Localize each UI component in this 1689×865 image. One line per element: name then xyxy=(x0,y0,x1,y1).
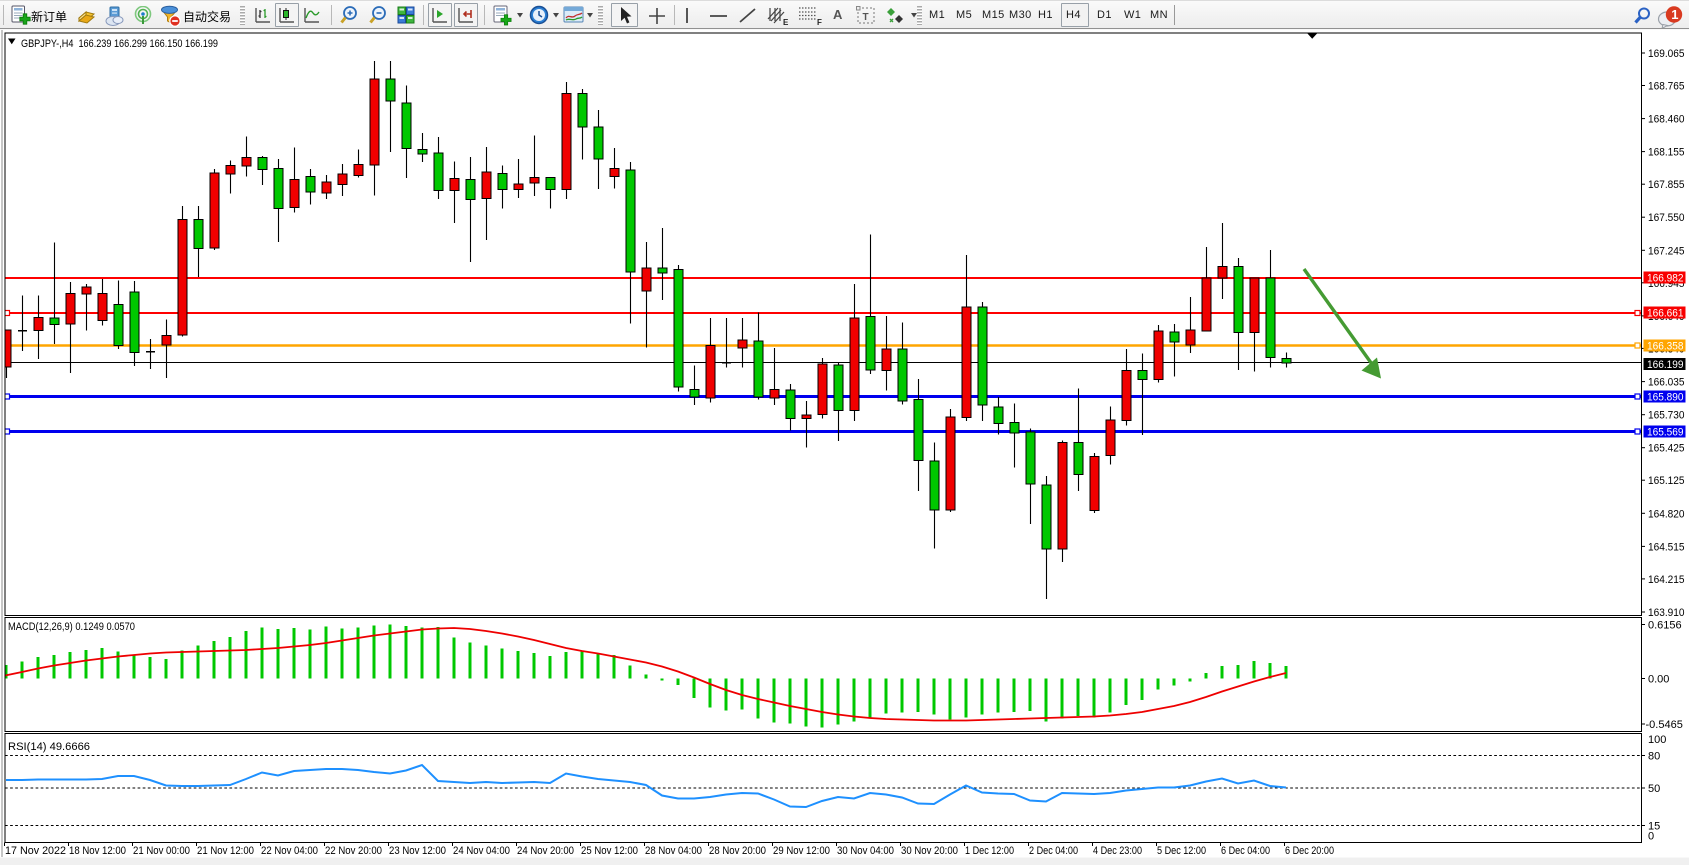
svg-text:164.215: 164.215 xyxy=(1648,574,1685,586)
svg-text:165.125: 165.125 xyxy=(1648,475,1685,487)
svg-text:166.982: 166.982 xyxy=(1647,273,1684,285)
svg-text:30 Nov 20:00: 30 Nov 20:00 xyxy=(901,845,958,857)
svg-text:165.569: 165.569 xyxy=(1647,427,1684,439)
svg-text:2 Dec 04:00: 2 Dec 04:00 xyxy=(1029,845,1078,857)
svg-text:0.6156: 0.6156 xyxy=(1648,620,1682,632)
svg-text:18 Nov 12:00: 18 Nov 12:00 xyxy=(69,845,126,857)
svg-text:25 Nov 12:00: 25 Nov 12:00 xyxy=(581,845,638,857)
svg-text:22 Nov 04:00: 22 Nov 04:00 xyxy=(261,845,318,857)
svg-text:168.765: 168.765 xyxy=(1648,81,1685,93)
svg-text:21 Nov 00:00: 21 Nov 00:00 xyxy=(133,845,190,857)
svg-text:165.890: 165.890 xyxy=(1647,392,1684,404)
svg-text:169.065: 169.065 xyxy=(1648,48,1685,60)
svg-text:5 Dec 12:00: 5 Dec 12:00 xyxy=(1157,845,1206,857)
svg-text:0: 0 xyxy=(1648,831,1654,843)
svg-text:24 Nov 20:00: 24 Nov 20:00 xyxy=(517,845,574,857)
svg-text:30 Nov 04:00: 30 Nov 04:00 xyxy=(837,845,894,857)
svg-text:17 Nov 2022: 17 Nov 2022 xyxy=(5,845,66,857)
svg-text:4 Dec 23:00: 4 Dec 23:00 xyxy=(1093,845,1142,857)
svg-text:23 Nov 12:00: 23 Nov 12:00 xyxy=(389,845,446,857)
svg-text:21 Nov 12:00: 21 Nov 12:00 xyxy=(197,845,254,857)
svg-text:163.910: 163.910 xyxy=(1648,607,1685,619)
svg-text:166.661: 166.661 xyxy=(1647,308,1684,320)
svg-text:E: E xyxy=(783,18,789,27)
svg-text:0.00: 0.00 xyxy=(1648,674,1669,686)
svg-text:RSI(14) 49.6666: RSI(14) 49.6666 xyxy=(8,741,90,753)
svg-text:1: 1 xyxy=(1671,7,1678,22)
svg-text:-0.5465: -0.5465 xyxy=(1646,719,1683,731)
svg-text:166.199: 166.199 xyxy=(1647,359,1684,371)
svg-text:F: F xyxy=(817,18,822,27)
svg-text:28 Nov 20:00: 28 Nov 20:00 xyxy=(709,845,766,857)
svg-text:GBPJPY-,H4 166.239 166.299 16: GBPJPY-,H4 166.239 166.299 166.150 166.1… xyxy=(21,38,218,50)
svg-text:165.730: 165.730 xyxy=(1648,410,1685,422)
svg-text:165.425: 165.425 xyxy=(1648,443,1685,455)
svg-text:100: 100 xyxy=(1648,734,1666,746)
svg-text:24 Nov 04:00: 24 Nov 04:00 xyxy=(453,845,510,857)
svg-text:166.035: 166.035 xyxy=(1648,377,1685,389)
svg-text:6 Dec 04:00: 6 Dec 04:00 xyxy=(1221,845,1270,857)
svg-text:80: 80 xyxy=(1648,751,1660,763)
svg-text:22 Nov 20:00: 22 Nov 20:00 xyxy=(325,845,382,857)
svg-text:T: T xyxy=(863,12,869,23)
svg-text:167.245: 167.245 xyxy=(1648,245,1685,257)
svg-text:168.155: 168.155 xyxy=(1648,147,1685,159)
svg-text:15: 15 xyxy=(1648,821,1660,833)
svg-text:168.460: 168.460 xyxy=(1648,114,1685,126)
svg-text:164.820: 164.820 xyxy=(1648,508,1685,520)
svg-text:6 Dec 20:00: 6 Dec 20:00 xyxy=(1285,845,1334,857)
svg-text:164.515: 164.515 xyxy=(1648,541,1685,553)
svg-text:166.358: 166.358 xyxy=(1647,341,1684,353)
svg-text:50: 50 xyxy=(1648,783,1660,795)
svg-text:167.855: 167.855 xyxy=(1648,179,1685,191)
svg-text:29 Nov 12:00: 29 Nov 12:00 xyxy=(773,845,830,857)
svg-text:1 Dec 12:00: 1 Dec 12:00 xyxy=(965,845,1014,857)
svg-text:28 Nov 04:00: 28 Nov 04:00 xyxy=(645,845,702,857)
svg-text:MACD(12,26,9) 0.1249 0.0570: MACD(12,26,9) 0.1249 0.0570 xyxy=(8,621,135,633)
svg-text:167.550: 167.550 xyxy=(1648,212,1685,224)
